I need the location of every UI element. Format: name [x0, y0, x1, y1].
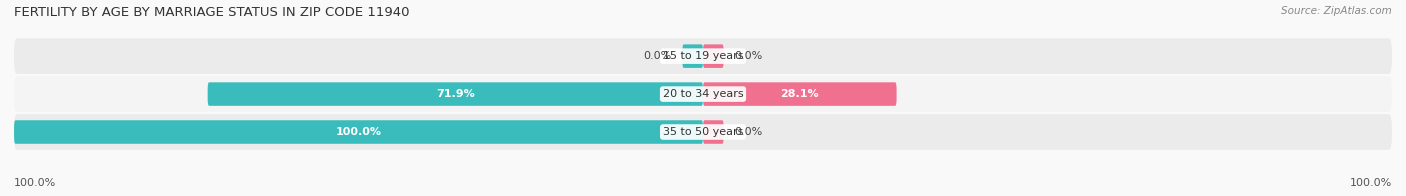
FancyBboxPatch shape [703, 120, 724, 144]
Text: 28.1%: 28.1% [780, 89, 820, 99]
Text: 100.0%: 100.0% [1350, 178, 1392, 188]
Text: 71.9%: 71.9% [436, 89, 475, 99]
FancyBboxPatch shape [14, 76, 1392, 112]
FancyBboxPatch shape [14, 114, 1392, 150]
FancyBboxPatch shape [14, 120, 703, 144]
Text: 100.0%: 100.0% [14, 178, 56, 188]
Text: Source: ZipAtlas.com: Source: ZipAtlas.com [1281, 6, 1392, 16]
FancyBboxPatch shape [682, 44, 703, 68]
Text: 20 to 34 years: 20 to 34 years [662, 89, 744, 99]
FancyBboxPatch shape [703, 82, 897, 106]
Text: 15 to 19 years: 15 to 19 years [662, 51, 744, 61]
FancyBboxPatch shape [703, 44, 724, 68]
Text: 0.0%: 0.0% [734, 127, 762, 137]
Text: 100.0%: 100.0% [336, 127, 381, 137]
Text: 0.0%: 0.0% [644, 51, 672, 61]
Text: FERTILITY BY AGE BY MARRIAGE STATUS IN ZIP CODE 11940: FERTILITY BY AGE BY MARRIAGE STATUS IN Z… [14, 6, 409, 19]
Text: 35 to 50 years: 35 to 50 years [662, 127, 744, 137]
FancyBboxPatch shape [208, 82, 703, 106]
Text: 0.0%: 0.0% [734, 51, 762, 61]
FancyBboxPatch shape [14, 38, 1392, 74]
